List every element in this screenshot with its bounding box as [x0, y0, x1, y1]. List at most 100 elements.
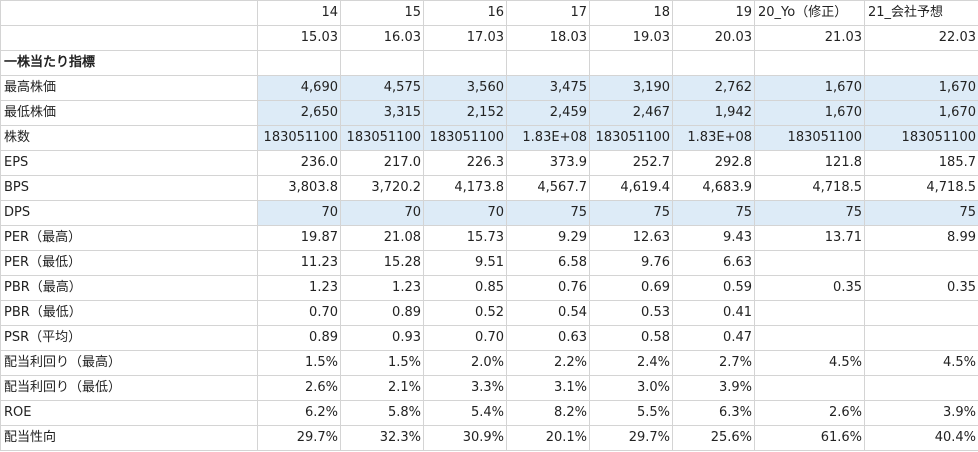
value-cell[interactable]: 5.5% — [589, 400, 673, 426]
header-cell[interactable]: 17 — [506, 0, 590, 26]
value-cell[interactable] — [754, 325, 865, 351]
value-cell[interactable]: 9.51 — [423, 250, 507, 276]
value-cell[interactable]: 13.71 — [754, 225, 865, 251]
value-cell[interactable]: 5.8% — [340, 400, 424, 426]
value-cell[interactable]: 20.1% — [506, 425, 590, 451]
value-cell[interactable] — [754, 375, 865, 401]
value-cell[interactable]: 70 — [423, 200, 507, 226]
value-cell[interactable]: 8.99 — [864, 225, 978, 251]
row-label[interactable]: PER（最低） — [0, 250, 258, 276]
value-cell[interactable]: 2.0% — [423, 350, 507, 376]
value-cell[interactable]: 1.5% — [257, 350, 341, 376]
value-cell[interactable]: 2,459 — [506, 100, 590, 126]
value-cell[interactable] — [754, 250, 865, 276]
value-cell[interactable]: 0.70 — [423, 325, 507, 351]
value-cell[interactable]: 2.6% — [754, 400, 865, 426]
value-cell[interactable]: 75 — [864, 200, 978, 226]
value-cell[interactable]: 0.35 — [754, 275, 865, 301]
value-cell[interactable]: 373.9 — [506, 150, 590, 176]
row-label[interactable]: PBR（最低） — [0, 300, 258, 326]
value-cell[interactable]: 4,575 — [340, 75, 424, 101]
value-cell[interactable]: 32.3% — [340, 425, 424, 451]
value-cell[interactable]: 9.76 — [589, 250, 673, 276]
header-cell[interactable]: 21.03 — [754, 25, 865, 51]
row-label[interactable]: EPS — [0, 150, 258, 176]
value-cell[interactable]: 40.4% — [864, 425, 978, 451]
value-cell[interactable]: 1,670 — [864, 100, 978, 126]
row-label[interactable]: 最低株価 — [0, 100, 258, 126]
header-cell[interactable]: 18 — [589, 0, 673, 26]
header-cell[interactable]: 20_Yo（修正） — [754, 0, 865, 26]
header-cell[interactable] — [0, 25, 258, 51]
value-cell[interactable]: 2.6% — [257, 375, 341, 401]
value-cell[interactable]: 0.47 — [672, 325, 755, 351]
value-cell[interactable]: 70 — [257, 200, 341, 226]
value-cell[interactable] — [864, 250, 978, 276]
row-label[interactable]: 配当性向 — [0, 425, 258, 451]
value-cell[interactable]: 4,683.9 — [672, 175, 755, 201]
row-label[interactable]: PSR（平均） — [0, 325, 258, 351]
value-cell[interactable]: 8.2% — [506, 400, 590, 426]
row-label[interactable]: 株数 — [0, 125, 258, 151]
value-cell[interactable]: 0.53 — [589, 300, 673, 326]
value-cell[interactable]: 1.23 — [340, 275, 424, 301]
value-cell[interactable]: 1.5% — [340, 350, 424, 376]
value-cell[interactable]: 4.5% — [754, 350, 865, 376]
value-cell[interactable]: 2,467 — [589, 100, 673, 126]
empty-cell[interactable] — [257, 50, 341, 76]
value-cell[interactable]: 3.9% — [672, 375, 755, 401]
empty-cell[interactable] — [423, 50, 507, 76]
header-cell[interactable]: 16.03 — [340, 25, 424, 51]
value-cell[interactable]: 0.52 — [423, 300, 507, 326]
row-label[interactable]: DPS — [0, 200, 258, 226]
value-cell[interactable] — [864, 375, 978, 401]
value-cell[interactable]: 4,567.7 — [506, 175, 590, 201]
value-cell[interactable]: 2.2% — [506, 350, 590, 376]
value-cell[interactable]: 2,650 — [257, 100, 341, 126]
row-label[interactable]: PBR（最高） — [0, 275, 258, 301]
value-cell[interactable]: 15.28 — [340, 250, 424, 276]
row-label[interactable]: 最高株価 — [0, 75, 258, 101]
value-cell[interactable]: 4,718.5 — [864, 175, 978, 201]
empty-cell[interactable] — [589, 50, 673, 76]
value-cell[interactable]: 3,190 — [589, 75, 673, 101]
value-cell[interactable]: 2.4% — [589, 350, 673, 376]
value-cell[interactable]: 3,475 — [506, 75, 590, 101]
header-cell[interactable] — [0, 0, 258, 26]
header-cell[interactable]: 19.03 — [589, 25, 673, 51]
value-cell[interactable]: 6.3% — [672, 400, 755, 426]
value-cell[interactable]: 3,803.8 — [257, 175, 341, 201]
value-cell[interactable]: 183051100 — [589, 125, 673, 151]
value-cell[interactable]: 0.63 — [506, 325, 590, 351]
value-cell[interactable]: 21.08 — [340, 225, 424, 251]
row-label[interactable]: 配当利回り（最低） — [0, 375, 258, 401]
value-cell[interactable]: 217.0 — [340, 150, 424, 176]
value-cell[interactable]: 3.1% — [506, 375, 590, 401]
header-cell[interactable]: 15 — [340, 0, 424, 26]
value-cell[interactable]: 0.69 — [589, 275, 673, 301]
value-cell[interactable]: 236.0 — [257, 150, 341, 176]
value-cell[interactable]: 1.83E+08 — [506, 125, 590, 151]
value-cell[interactable]: 4,173.8 — [423, 175, 507, 201]
header-cell[interactable]: 19 — [672, 0, 755, 26]
row-label[interactable]: BPS — [0, 175, 258, 201]
value-cell[interactable]: 0.35 — [864, 275, 978, 301]
value-cell[interactable]: 75 — [506, 200, 590, 226]
value-cell[interactable]: 3,720.2 — [340, 175, 424, 201]
value-cell[interactable]: 19.87 — [257, 225, 341, 251]
value-cell[interactable]: 3.9% — [864, 400, 978, 426]
value-cell[interactable]: 11.23 — [257, 250, 341, 276]
header-cell[interactable]: 20.03 — [672, 25, 755, 51]
row-label[interactable]: ROE — [0, 400, 258, 426]
header-cell[interactable]: 22.03 — [864, 25, 978, 51]
value-cell[interactable]: 9.29 — [506, 225, 590, 251]
value-cell[interactable]: 0.58 — [589, 325, 673, 351]
value-cell[interactable]: 0.93 — [340, 325, 424, 351]
row-label[interactable]: PER（最高） — [0, 225, 258, 251]
value-cell[interactable]: 6.58 — [506, 250, 590, 276]
value-cell[interactable]: 1,670 — [754, 100, 865, 126]
value-cell[interactable]: 0.89 — [340, 300, 424, 326]
section-title[interactable]: 一株当たり指標 — [0, 50, 258, 76]
empty-cell[interactable] — [672, 50, 755, 76]
value-cell[interactable] — [864, 325, 978, 351]
